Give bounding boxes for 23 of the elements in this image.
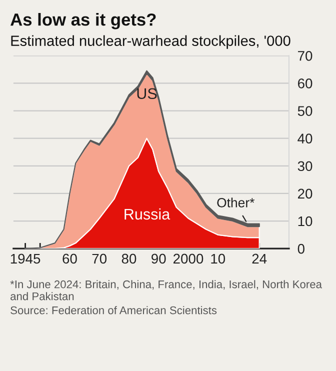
x-tick-label: 80 <box>122 254 136 264</box>
x-tick-label: 24 <box>252 254 267 264</box>
x-tick-label: 1945 <box>10 254 40 264</box>
chart-title: As low as it gets? <box>10 12 156 30</box>
x-tick-label: 60 <box>62 254 77 264</box>
x-tick-label: 10 <box>211 254 226 264</box>
source-note: Source: Federation of American Scientists <box>10 306 217 314</box>
text: *In June 2024: Britain, China, France, India, Israel, North Korea and Pakistan <box>10 280 322 300</box>
y-tick-label: 50 <box>298 106 312 116</box>
x-tick-label: 90 <box>152 254 166 264</box>
y-tick-label: 30 <box>298 161 312 172</box>
y-tick-label: 40 <box>298 134 312 144</box>
chart-subtitle: Estimated nuclear-warhead stockpiles, '000 <box>11 35 290 49</box>
y-tick-label: 20 <box>298 188 312 199</box>
series-label: US <box>137 88 157 100</box>
series-label: Other* <box>217 198 254 208</box>
y-tick-label: 60 <box>298 78 312 88</box>
y-tick-label: 70 <box>298 50 312 61</box>
y-tick-label: 0 <box>298 244 304 254</box>
x-tick-label: 2000 <box>173 254 204 264</box>
y-tick-label: 10 <box>298 216 312 226</box>
series-label: Russia <box>124 208 170 220</box>
x-tick-label: 70 <box>92 254 107 264</box>
